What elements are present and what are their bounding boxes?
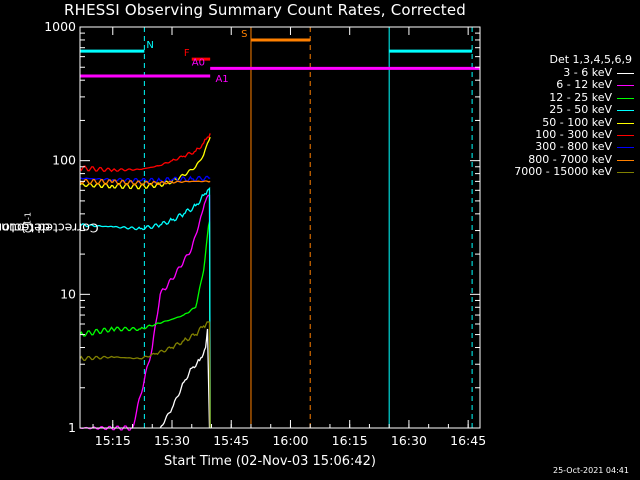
series-line-1 <box>159 328 211 429</box>
legend-item-swatch <box>617 159 634 161</box>
legend-item-label: 12 - 25 keV <box>549 90 612 104</box>
flag-bars-layer: N S FA0 A1 <box>80 29 480 85</box>
x-tick-label-6: 16:30 <box>391 433 427 448</box>
legend-item: 300 - 800 keV <box>500 140 638 154</box>
legend-item-label: 6 - 12 keV <box>556 78 612 92</box>
x-tick-label-7: 16:45 <box>450 433 486 448</box>
legend-item-swatch <box>617 73 634 74</box>
x-tick-label-1: 15:15 <box>95 433 131 448</box>
x-tick-label-3: 15:45 <box>213 433 249 448</box>
legend-item-label: 50 - 100 keV <box>542 115 612 129</box>
series-line-6 <box>79 133 211 173</box>
legend-item-label: 3 - 6 keV <box>563 66 612 79</box>
series-line-4 <box>79 186 211 429</box>
series-line-3 <box>79 221 211 429</box>
flag-label-a0: A0 <box>192 57 205 68</box>
legend-item-swatch <box>617 85 634 87</box>
flag-label-n: N <box>146 40 153 51</box>
legend-item-label: 7000 - 15000 keV <box>514 165 612 179</box>
x-tick-label-5: 16:15 <box>332 433 368 448</box>
flag-label-s: S <box>241 29 247 40</box>
y-tick-label-4: 1000 <box>44 19 76 34</box>
x-tick-label-4: 16:00 <box>272 433 308 448</box>
legend-item-swatch <box>617 122 634 124</box>
render-timestamp: 25-Oct-2021 04:41 <box>553 466 629 475</box>
legend-item-swatch <box>617 110 634 112</box>
legend-item-swatch <box>617 97 634 99</box>
legend-item: 50 - 100 keV <box>500 115 638 129</box>
legend: Det 1,3,4,5,6,9 3 - 6 keV 6 - 12 keV 12 - … <box>500 52 638 179</box>
x-axis-title: Start Time (02-Nov-03 15:06:42) <box>164 454 376 469</box>
legend-title: Det 1,3,4,5,6,9 <box>549 53 632 66</box>
legend-item: 12 - 25 keV <box>500 90 638 104</box>
legend-item-label: 800 - 7000 keV <box>528 152 612 166</box>
x-tick-label-2: 15:30 <box>154 433 190 448</box>
legend-item: 3 - 6 keV <box>500 66 638 79</box>
legend-item: 6 - 12 keV <box>500 78 638 92</box>
legend-item-swatch <box>617 134 634 136</box>
legend-item: 25 - 50 keV <box>500 103 638 117</box>
series-line-2 <box>79 194 211 431</box>
y-tick-label-1: 1 <box>68 420 76 435</box>
legend-item-label: 25 - 50 keV <box>549 103 612 117</box>
legend-item-label: 300 - 800 keV <box>535 140 612 154</box>
series-line-8 <box>79 178 211 186</box>
plot-frame <box>79 26 481 429</box>
flag-label-a1: A1 <box>215 74 228 85</box>
y-tick-label-2: 10 <box>60 286 76 301</box>
chart-title: RHESSI Observing Summary Count Rates, Co… <box>64 1 467 19</box>
legend-item-label: 100 - 300 keV <box>535 127 612 141</box>
series-layer <box>79 133 211 431</box>
legend-item: 7000 - 15000 keV <box>500 165 638 179</box>
series-line-5 <box>79 136 211 190</box>
axis-layer: 15:15 15:30 15:45 16:00 16:15 16:30 16:45 1 10 10… <box>44 19 486 448</box>
series-line-9 <box>79 321 211 429</box>
legend-item-swatch <box>617 147 634 149</box>
legend-item-swatch <box>617 172 634 174</box>
legend-item: 100 - 300 keV <box>500 127 638 141</box>
flag-label-f: F <box>184 48 190 59</box>
y-tick-label-3: 100 <box>52 153 76 168</box>
legend-item: 800 - 7000 keV <box>500 152 638 166</box>
